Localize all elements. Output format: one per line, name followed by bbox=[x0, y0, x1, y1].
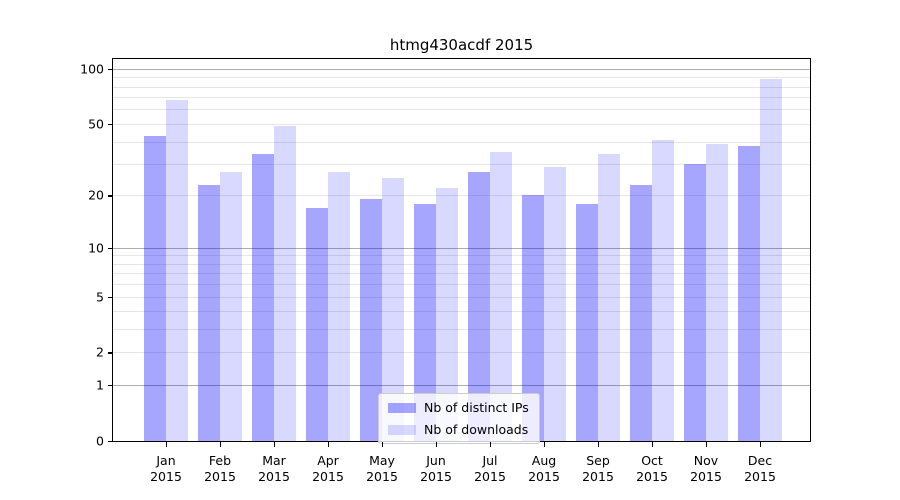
gridline-minor-30 bbox=[113, 164, 810, 165]
bar-may-downloads bbox=[382, 178, 404, 441]
x-tick-label-mar: Mar 2015 bbox=[258, 453, 290, 484]
bar-nov-distinct-ips bbox=[684, 164, 706, 441]
chart-title: htmg430acdf 2015 bbox=[389, 36, 534, 54]
gridline-minor-4 bbox=[113, 311, 810, 313]
legend-swatch-downloads bbox=[388, 424, 416, 435]
gridline-major-100 bbox=[113, 68, 810, 70]
gridline-minor-2 bbox=[113, 352, 810, 354]
gridline-minor-7 bbox=[113, 273, 810, 275]
gridline-minor-5 bbox=[113, 296, 810, 298]
legend-label-distinct-ips: Nb of distinct IPs bbox=[424, 400, 529, 415]
x-tick-label-jul: Jul 2015 bbox=[474, 453, 506, 484]
x-tick-may bbox=[382, 442, 384, 447]
x-tick-jan bbox=[166, 442, 168, 447]
gridline-major-1 bbox=[113, 385, 810, 387]
y-tick-50 bbox=[108, 123, 113, 126]
x-tick-aug bbox=[544, 442, 546, 447]
x-tick-feb bbox=[220, 442, 222, 447]
bar-jul-downloads bbox=[490, 152, 512, 441]
bar-jan-distinct-ips bbox=[144, 135, 166, 441]
gridline-minor-50 bbox=[113, 123, 810, 125]
y-tick-1 bbox=[108, 385, 113, 387]
x-tick-label-feb: Feb 2015 bbox=[204, 453, 236, 484]
bar-sep-distinct-ips bbox=[576, 203, 598, 441]
y-tick-2 bbox=[108, 352, 113, 354]
gridline-minor-70 bbox=[113, 97, 810, 99]
gridline-minor-6 bbox=[113, 284, 810, 286]
bar-sep-downloads bbox=[598, 154, 620, 441]
y-tick-label-10: 10 bbox=[88, 240, 104, 256]
x-tick-label-nov: Nov 2015 bbox=[690, 453, 722, 484]
legend-swatch-distinct-ips bbox=[388, 402, 416, 413]
bar-apr-downloads bbox=[328, 172, 350, 441]
bar-mar-downloads bbox=[274, 125, 296, 441]
legend-label-downloads: Nb of downloads bbox=[424, 422, 529, 437]
y-tick-20 bbox=[108, 195, 113, 197]
x-tick-jun bbox=[436, 442, 438, 447]
bar-nov-downloads bbox=[706, 143, 728, 441]
x-tick-oct bbox=[652, 442, 654, 447]
gridline-major-10 bbox=[113, 247, 810, 249]
bar-aug-distinct-ips bbox=[522, 195, 544, 441]
x-tick-label-jan: Jan 2015 bbox=[150, 453, 182, 484]
plot-area: Nb of distinct IPs Nb of downloads Jan 20… bbox=[80, 58, 811, 484]
x-tick-label-oct: Oct 2015 bbox=[636, 453, 668, 484]
y-tick-100 bbox=[108, 68, 113, 71]
x-tick-nov bbox=[706, 442, 708, 447]
gridline-minor-80 bbox=[113, 86, 810, 88]
y-tick-5 bbox=[108, 296, 113, 298]
x-tick-label-aug: Aug 2015 bbox=[528, 453, 560, 484]
legend-item-downloads: Nb of downloads bbox=[388, 422, 529, 437]
bar-jun-downloads bbox=[436, 188, 458, 441]
bar-apr-distinct-ips bbox=[306, 207, 328, 441]
gridline-minor-8 bbox=[113, 263, 810, 265]
x-tick-jul bbox=[490, 442, 492, 447]
gridline-minor-40 bbox=[113, 141, 810, 143]
bar-aug-downloads bbox=[544, 166, 566, 441]
y-tick-label-50: 50 bbox=[88, 116, 104, 132]
bar-oct-downloads bbox=[652, 139, 674, 441]
legend-item-distinct-ips: Nb of distinct IPs bbox=[388, 400, 529, 415]
bar-mar-distinct-ips bbox=[252, 154, 274, 441]
bar-may-distinct-ips bbox=[360, 199, 382, 441]
legend: Nb of distinct IPs Nb of downloads bbox=[378, 393, 540, 444]
x-tick-label-jun: Jun 2015 bbox=[420, 453, 452, 484]
x-tick-label-apr: Apr 2015 bbox=[312, 453, 344, 484]
y-tick-label-2: 2 bbox=[96, 344, 104, 360]
bar-dec-downloads bbox=[760, 79, 782, 441]
bar-feb-distinct-ips bbox=[198, 184, 220, 441]
bar-jul-distinct-ips bbox=[468, 172, 490, 441]
y-tick-label-5: 5 bbox=[96, 289, 104, 304]
bar-feb-downloads bbox=[220, 172, 242, 441]
gridline-minor-9 bbox=[113, 255, 810, 257]
y-tick-label-20: 20 bbox=[88, 187, 104, 203]
x-tick-sep bbox=[598, 442, 600, 447]
x-tick-label-dec: Dec 2015 bbox=[744, 453, 776, 484]
gridline-minor-60 bbox=[113, 109, 810, 111]
bar-oct-distinct-ips bbox=[630, 184, 652, 441]
y-tick-label-0: 0 bbox=[96, 433, 104, 449]
y-tick-label-100: 100 bbox=[80, 61, 104, 77]
y-tick-label-1: 1 bbox=[96, 377, 104, 393]
x-tick-label-sep: Sep 2015 bbox=[582, 453, 614, 484]
x-tick-dec bbox=[760, 442, 762, 447]
x-tick-mar bbox=[274, 442, 276, 447]
x-tick-label-may: May 2015 bbox=[366, 453, 398, 484]
bar-dec-distinct-ips bbox=[738, 145, 760, 441]
bar-jan-downloads bbox=[166, 99, 188, 441]
gridline-minor-20 bbox=[113, 195, 810, 197]
gridline-minor-3 bbox=[113, 329, 810, 331]
y-tick-0 bbox=[108, 441, 113, 443]
x-tick-apr bbox=[328, 442, 330, 447]
gridline-minor-90 bbox=[113, 77, 810, 79]
y-tick-10 bbox=[108, 247, 113, 249]
bar-jun-distinct-ips bbox=[414, 203, 436, 441]
